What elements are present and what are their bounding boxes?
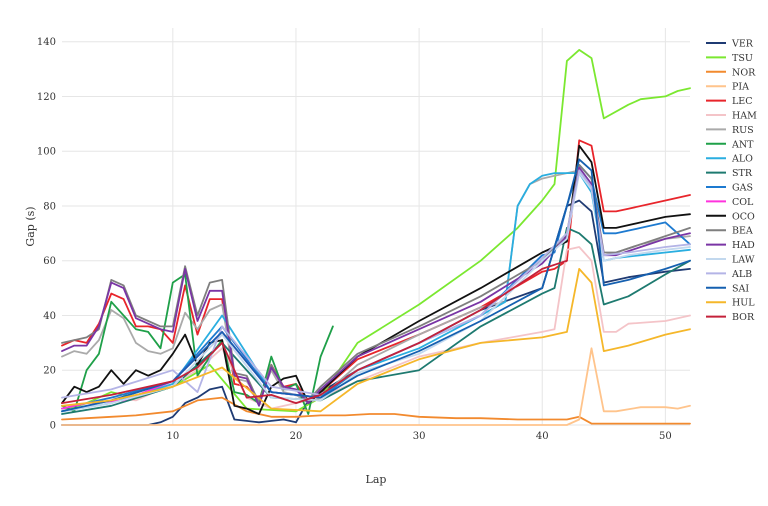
legend-label-tsu: TSU: [732, 53, 753, 64]
legend-label-ant: ANT: [731, 139, 754, 150]
y-tick-label: 140: [37, 37, 56, 48]
x-tick-label: 30: [413, 431, 426, 442]
legend-label-rus: RUS: [732, 125, 754, 136]
y-tick-label: 0: [50, 421, 56, 432]
tick-labels: 0 20 40 60 80 100 120 140 10 20 30 40 50: [37, 37, 672, 442]
series-line-pia: [61, 347, 691, 426]
legend-label-alb: ALB: [731, 269, 752, 280]
legend-label-had: HAD: [732, 240, 755, 251]
y-tick-label: 20: [43, 366, 56, 377]
legend-label-col: COL: [732, 197, 754, 208]
x-tick-label: 20: [290, 431, 303, 442]
series-line-alb: [61, 169, 691, 399]
y-tick-label: 40: [43, 311, 56, 322]
x-tick-label: 10: [166, 431, 179, 442]
grid: [62, 28, 690, 426]
series-line-had: [61, 166, 691, 407]
x-tick-label: 50: [659, 431, 672, 442]
series-line-nor: [61, 396, 691, 425]
y-axis-title: Gap (s): [24, 206, 37, 246]
y-tick-label: 60: [43, 256, 56, 267]
series-line-ant: [61, 273, 334, 415]
y-tick-label: 120: [37, 92, 56, 103]
legend-label-pia: PIA: [732, 82, 749, 93]
legend-label-oco: OCO: [732, 211, 755, 222]
legend-label-sai: SAI: [732, 283, 749, 294]
legend-label-ver: VER: [731, 39, 754, 50]
x-axis-title: Lap: [366, 473, 387, 486]
series-line-tsu: [61, 49, 691, 413]
y-tick-label: 80: [43, 201, 56, 212]
legend-label-nor: NOR: [732, 67, 756, 78]
legend-label-str: STR: [732, 168, 753, 179]
legend-label-ham: HAM: [732, 111, 757, 122]
x-tick-label: 40: [536, 431, 549, 442]
legend-label-law: LAW: [732, 255, 755, 266]
legend-label-gas: GAS: [732, 183, 753, 194]
y-tick-label: 100: [37, 147, 56, 158]
series-lines: [61, 49, 691, 426]
legend-label-bor: BOR: [732, 312, 755, 323]
legend: VER TSU NOR PIA LEC HAM RUS ANT ALO STR GAS COL OCO B…: [706, 39, 757, 323]
series-line-bor: [61, 259, 568, 405]
legend-label-hul: HUL: [732, 298, 755, 309]
legend-label-bea: BEA: [732, 226, 753, 237]
series-line-sai: [61, 158, 691, 413]
series-line-hul: [61, 267, 691, 413]
legend-label-alo: ALO: [731, 154, 753, 165]
legend-label-lec: LEC: [732, 96, 753, 107]
